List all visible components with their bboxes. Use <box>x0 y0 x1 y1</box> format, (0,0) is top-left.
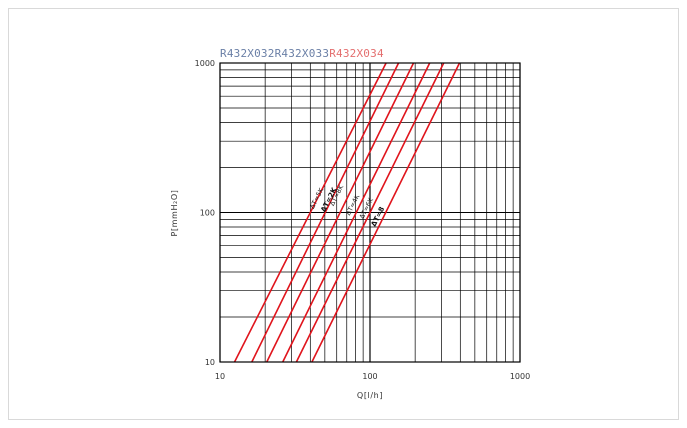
legend-item-r432x033: R432X033 <box>274 47 330 60</box>
x-tick-label: 100 <box>362 372 377 381</box>
curve-line-2 <box>251 62 400 363</box>
y-tick-label: 1000 <box>195 59 215 68</box>
curve-line-3 <box>266 62 415 363</box>
legend-item-r432x032: R432X032 <box>220 47 275 60</box>
plot-area <box>219 62 521 363</box>
curve-line-1 <box>233 62 387 363</box>
tick-labels: 10 100 1000 10 100 1000 <box>195 59 531 381</box>
y-tick-label: 10 <box>205 358 215 367</box>
curve-lines <box>233 62 461 363</box>
plot-border <box>219 62 521 363</box>
legend: R432X032 R432X033 R432X034 <box>220 47 384 60</box>
chart-frame <box>8 8 679 420</box>
y-tick-label: 100 <box>200 209 215 218</box>
curve-line-5 <box>295 62 445 363</box>
curve-line-4 <box>282 62 431 363</box>
x-axis-label: Q[l/h] <box>357 391 383 400</box>
legend-item-r432x034: R432X034 <box>329 47 384 60</box>
y-axis-label: P[mmH₂O] <box>170 190 179 237</box>
x-tick-label: 1000 <box>510 372 530 381</box>
x-tick-label: 10 <box>215 372 225 381</box>
curve-line-6 <box>311 62 461 363</box>
